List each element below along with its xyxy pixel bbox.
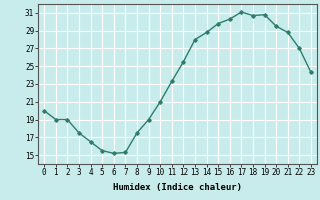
X-axis label: Humidex (Indice chaleur): Humidex (Indice chaleur) — [113, 183, 242, 192]
